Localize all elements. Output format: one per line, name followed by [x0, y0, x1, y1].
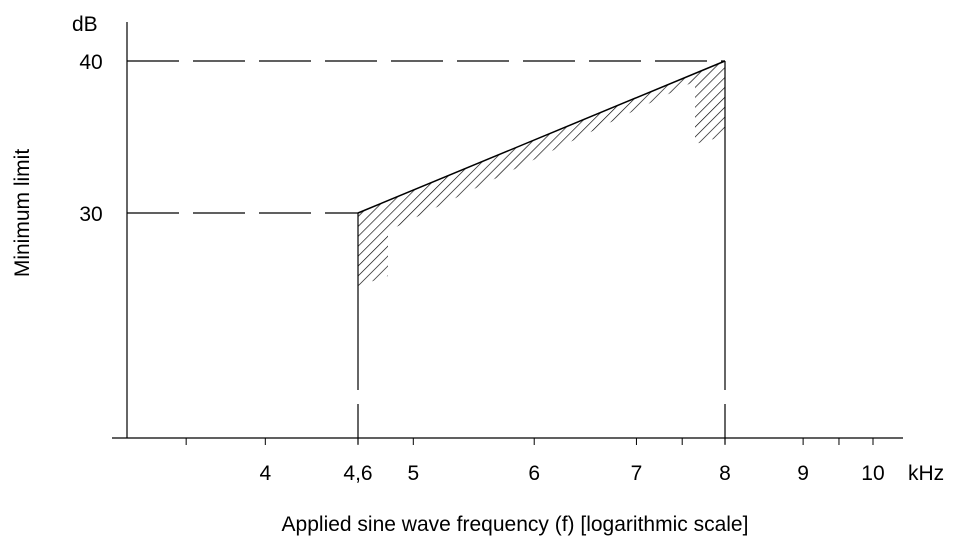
x-unit-label: kHz	[908, 462, 944, 485]
x-tick-label: 5	[407, 462, 419, 485]
x-axis-label: Applied sine wave frequency (f) [logarit…	[282, 513, 749, 536]
x-tick-label: 9	[797, 462, 809, 485]
hatched-band	[358, 61, 725, 286]
x-tick-label: 7	[631, 462, 643, 485]
y-axis-label: Minimum limit	[11, 149, 34, 277]
series	[357, 60, 726, 214]
y-tick-label: 30	[79, 203, 102, 226]
y-tick-label: 40	[79, 51, 102, 74]
x-tick-label: 8	[719, 462, 731, 485]
tick-labels: 4 4,6 5 6 7 8 9 10 30 40	[79, 51, 884, 485]
x-tick-label: 4,6	[343, 462, 372, 485]
axes	[112, 22, 903, 439]
reference-lines	[127, 60, 726, 446]
limit-line	[357, 60, 726, 214]
x-tick-label: 10	[861, 462, 884, 485]
x-tick-label: 6	[528, 462, 540, 485]
ticks	[185, 438, 874, 445]
y-unit-label: dB	[72, 13, 98, 36]
x-tick-label: 4	[259, 462, 271, 485]
hatched-region	[358, 61, 725, 286]
